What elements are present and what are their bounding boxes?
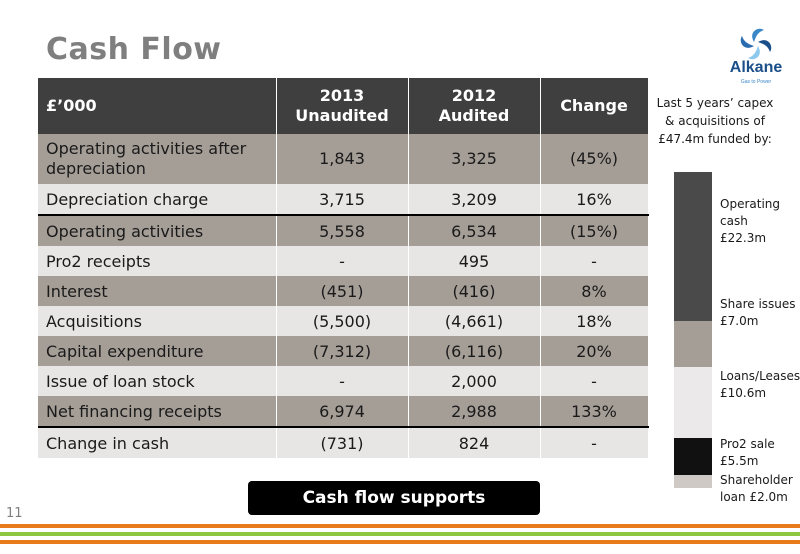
value-change: -	[540, 246, 649, 276]
row-label: Operating activities	[38, 214, 277, 246]
row-label: Pro2 receipts	[38, 246, 277, 276]
value-change: (15%)	[540, 214, 649, 246]
segment-label-shareholder-loan: Shareholder loan £2.0m	[720, 472, 793, 506]
header-units-label: £’000	[46, 96, 97, 115]
header-change: Change	[540, 78, 649, 134]
segment-label-pro2-sale: Pro2 sale £5.5m	[720, 436, 775, 470]
segment-label-line: Loans/Leases	[720, 369, 800, 383]
value-change: -	[540, 426, 649, 458]
value-2013: -	[276, 366, 409, 396]
table-row: Operating activities 5,558 6,534 (15%)	[38, 214, 649, 246]
segment-value: £22.3m	[720, 231, 767, 245]
capex-funding-note: Last 5 years’ capex & acquisitions of £4…	[656, 96, 774, 146]
value-2012: (4,661)	[408, 306, 541, 336]
value-change: 20%	[540, 336, 649, 366]
footer-stripe-orange	[0, 540, 800, 544]
value-2012: 6,534	[408, 214, 541, 246]
header-change-label: Change	[560, 96, 628, 115]
row-label: Net financing receipts	[38, 396, 277, 427]
value-change: 133%	[540, 396, 649, 427]
value-2013: (731)	[276, 426, 409, 458]
header-2013-year: 2013	[319, 86, 365, 105]
segment-label-line: Share issues	[720, 297, 796, 311]
footer-stripe-green	[0, 532, 800, 536]
logo-wordmark: Alkane	[729, 59, 783, 76]
segment-label-line: Operating	[720, 197, 780, 211]
capex-segment-loans-leases	[674, 367, 712, 438]
row-label: Capital expenditure	[38, 336, 277, 366]
segment-value: £5.5m	[720, 454, 759, 468]
logo-tagline: Gas to Power	[740, 79, 772, 85]
value-change: 18%	[540, 306, 649, 336]
value-change: (45%)	[540, 134, 649, 184]
value-2012: 2,988	[408, 396, 541, 427]
header-2012: 2012 Audited	[408, 78, 541, 134]
row-label: Change in cash	[38, 426, 277, 458]
value-change: 16%	[540, 184, 649, 215]
segment-label-line: Pro2 sale	[720, 437, 775, 451]
value-change: -	[540, 366, 649, 396]
value-2012: 824	[408, 426, 541, 458]
value-2012: 3,325	[408, 134, 541, 184]
table-row: Operating activities after depreciation …	[38, 134, 649, 184]
table-row: Pro2 receipts - 495 -	[38, 246, 649, 276]
capex-segment-operating-cash	[674, 172, 712, 321]
slide-title: Cash Flow	[46, 32, 222, 67]
value-2012: 2,000	[408, 366, 541, 396]
value-2013: -	[276, 246, 409, 276]
value-2013: (5,500)	[276, 306, 409, 336]
segment-value: £10.6m	[720, 386, 767, 400]
segment-label-loans-leases: Loans/Leases £10.6m	[720, 368, 800, 402]
value-2013: 5,558	[276, 214, 409, 246]
segment-label-share-issues: Share issues £7.0m	[720, 296, 796, 330]
table-header-row: £’000 2013 Unaudited 2012 Audited Change	[38, 78, 649, 134]
capex-segment-shareholder-loan	[674, 474, 712, 488]
table-row: Depreciation charge 3,715 3,209 16%	[38, 184, 649, 215]
cash-flow-callout: Cash flow supports investment	[248, 481, 540, 542]
segment-label-line: Shareholder	[720, 473, 793, 487]
capex-segment-share-issues	[674, 320, 712, 368]
header-units: £’000	[38, 78, 277, 134]
cash-flow-table: £’000 2013 Unaudited 2012 Audited Change O…	[38, 78, 649, 458]
row-label: Issue of loan stock	[38, 366, 277, 396]
table-row: Net financing receipts 6,974 2,988 133%	[38, 396, 649, 427]
value-2012: 3,209	[408, 184, 541, 215]
company-logo: Alkane Gas to Power	[722, 26, 790, 96]
header-2013-status: Unaudited	[295, 106, 389, 125]
value-2013: (7,312)	[276, 336, 409, 366]
segment-value: £7.0m	[720, 314, 759, 328]
header-2013: 2013 Unaudited	[276, 78, 409, 134]
row-label: Acquisitions	[38, 306, 277, 336]
segment-value: loan £2.0m	[720, 490, 788, 504]
table-row: Change in cash (731) 824 -	[38, 426, 649, 458]
page-number: 11	[6, 506, 23, 521]
footer-stripe-orange	[0, 524, 800, 528]
value-2012: (416)	[408, 276, 541, 306]
row-label: Depreciation charge	[38, 184, 277, 215]
table-row: Acquisitions (5,500) (4,661) 18%	[38, 306, 649, 336]
header-2012-status: Audited	[438, 106, 510, 125]
value-2012: 495	[408, 246, 541, 276]
value-2013: (451)	[276, 276, 409, 306]
table-row: Capital expenditure (7,312) (6,116) 20%	[38, 336, 649, 366]
header-2012-year: 2012	[451, 86, 497, 105]
segment-label-line: cash	[720, 214, 748, 228]
table-row: Interest (451) (416) 8%	[38, 276, 649, 306]
value-2012: (6,116)	[408, 336, 541, 366]
value-2013: 1,843	[276, 134, 409, 184]
value-2013: 6,974	[276, 396, 409, 427]
alkane-swirl-logo-icon	[740, 28, 772, 60]
row-label: Operating activities after depreciation	[38, 134, 277, 184]
capex-segment-pro2-sale	[674, 438, 712, 475]
value-2013: 3,715	[276, 184, 409, 215]
row-label: Interest	[38, 276, 277, 306]
table-row: Issue of loan stock - 2,000 -	[38, 366, 649, 396]
value-change: 8%	[540, 276, 649, 306]
segment-label-operating-cash: Operating cash £22.3m	[720, 196, 780, 247]
